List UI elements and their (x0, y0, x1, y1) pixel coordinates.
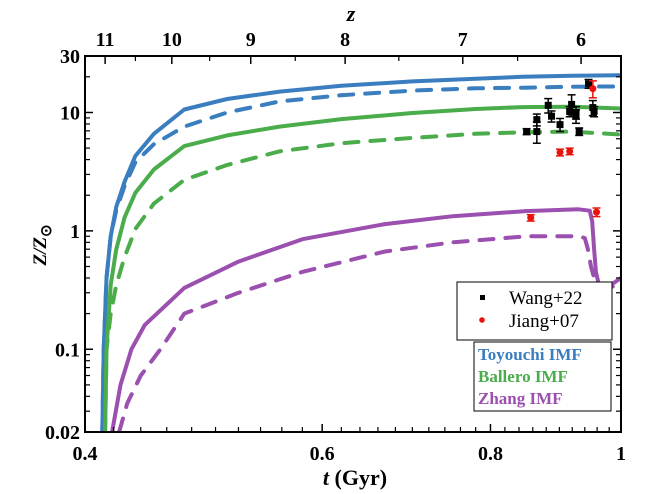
legend-imf: Toyouchi IMF Ballero IMF Zhang IMF (473, 341, 612, 412)
scatter-layer (522, 78, 601, 222)
data-point-wang-22 (533, 128, 541, 136)
data-point-jiang-07 (556, 148, 564, 156)
legend-points: Wang+22 Jiang+07 (456, 281, 613, 341)
x-tick-label: 0.4 (73, 443, 98, 465)
top-tick-label: 11 (96, 29, 115, 51)
legend-imf-box (473, 341, 612, 412)
legend-label-toyouchi: Toyouchi IMF (478, 345, 582, 364)
legend-label-ballero: Ballero IMF (478, 367, 568, 386)
data-point-jiang-07 (589, 85, 597, 93)
data-point-wang-22 (548, 112, 556, 120)
ticks-layer: 0.4 0.6 0.8 1 0.02 0.1 1 10 30 11 10 9 8 7 6 (45, 29, 626, 465)
legend-label-jiang07: Jiang+07 (509, 311, 579, 332)
y-tick-label: 0.02 (45, 422, 80, 444)
legend-label-zhang: Zhang IMF (478, 389, 563, 408)
data-point-jiang-07 (593, 208, 601, 216)
y-tick-label: 0.1 (55, 339, 80, 361)
plot-frame (84, 55, 622, 433)
data-point-wang-22 (590, 107, 598, 115)
legend-points-box (456, 281, 613, 341)
data-point-wang-22 (556, 121, 564, 129)
y-tick-label: 30 (60, 46, 80, 68)
y-tick-label: 1 (70, 221, 80, 243)
y-axis-title: Z/Z⊙ (30, 224, 55, 266)
top-axis-title: z (346, 1, 356, 26)
x-tick-label: 1 (616, 443, 626, 465)
data-point-wang-22 (523, 128, 531, 136)
data-point-jiang-07 (566, 147, 574, 155)
legend-marker-jiang07 (479, 317, 485, 323)
series-line-ballero-imf (103, 104, 621, 432)
x-axis-title-italic: t (323, 465, 330, 490)
x-tick-label: 0.6 (310, 443, 335, 465)
top-tick-label: 7 (458, 29, 468, 51)
data-point-wang-22 (568, 100, 576, 108)
data-point-jiang-07 (527, 214, 535, 222)
data-point-wang-22 (589, 104, 597, 112)
top-tick-label: 6 (576, 29, 586, 51)
top-tick-label: 9 (246, 29, 256, 51)
x-axis-title: t (Gyr) (323, 465, 387, 490)
y-axis-title-sub: ⊙ (39, 224, 55, 237)
data-point-wang-22 (566, 107, 574, 115)
data-point-wang-22 (544, 101, 552, 109)
data-point-wang-22 (575, 128, 583, 136)
top-tick-label: 8 (340, 29, 350, 51)
x-tick-label: 0.8 (478, 443, 503, 465)
x-axis-title-rest: (Gyr) (329, 465, 387, 490)
series-line-zhang-imf-dashed (117, 234, 621, 432)
legend-label-wang22: Wang+22 (509, 288, 583, 309)
data-point-wang-22 (572, 112, 580, 120)
data-point-wang-22 (533, 116, 541, 124)
top-tick-label: 10 (162, 29, 182, 51)
data-point-wang-22 (585, 80, 593, 88)
series-line-ballero-imf-dashed (103, 129, 621, 432)
y-axis-title-main: Z/Z (30, 237, 51, 267)
series-line-toyouchi-imf-dashed (100, 84, 621, 432)
legend-marker-wang22 (480, 295, 485, 300)
y-tick-label: 10 (60, 102, 80, 124)
